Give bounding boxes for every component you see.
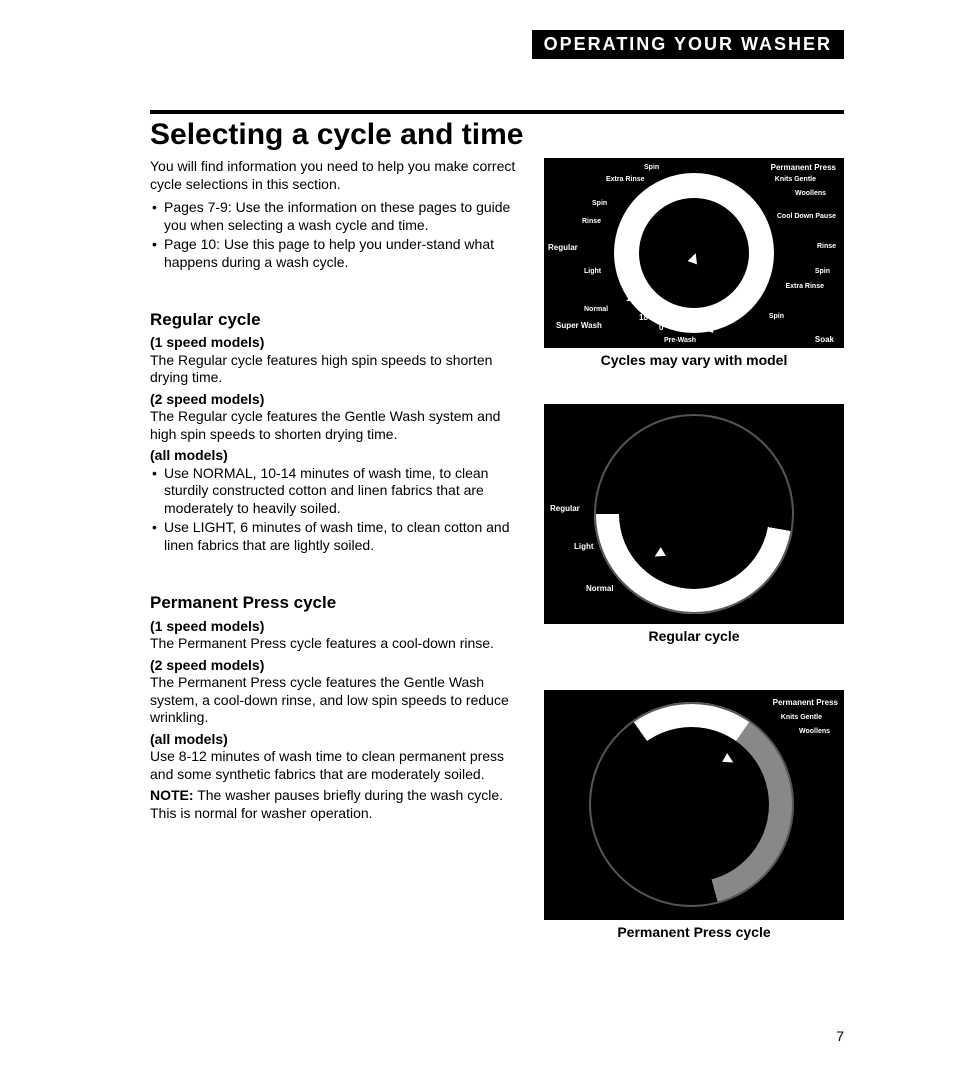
dial-label: Normal (584, 306, 608, 313)
left-column: You will find information you need to he… (150, 158, 520, 940)
dial-label: Spin (592, 200, 607, 207)
paragraph: The Permanent Press cycle features the G… (150, 674, 520, 727)
dial-label: Light (574, 542, 594, 551)
dial-label: Spin (769, 313, 784, 320)
dial-number: 4 (709, 326, 713, 335)
section-header: OPERATING YOUR WASHER (532, 30, 844, 59)
dial-label: Normal (586, 584, 614, 593)
dial-number: 0 (659, 323, 663, 332)
dial-label: Rinse (817, 243, 836, 250)
dial-number: 4 (740, 196, 744, 205)
dial-label: Light (584, 268, 601, 275)
two-column-layout: You will find information you need to he… (150, 158, 844, 940)
figure-caption: Regular cycle (544, 628, 844, 644)
intro-bullets: Pages 7-9: Use the information on these … (150, 199, 520, 271)
horizontal-rule (150, 110, 844, 114)
dial-number: 10 (622, 280, 631, 289)
regular-bullets: Use NORMAL, 10-14 minutes of wash time, … (150, 465, 520, 555)
paragraph: The Permanent Press cycle features a coo… (150, 635, 520, 653)
dial-outline (589, 702, 794, 907)
dial-number: 14 (626, 294, 635, 303)
dial-number: 6 (730, 188, 734, 197)
dial-label: Spin (644, 164, 659, 171)
dial-number: 8 (719, 182, 723, 191)
bullet-item: Pages 7-9: Use the information on these … (150, 199, 520, 234)
dial-label: Super Wash (556, 321, 602, 330)
dial-label: Regular (548, 243, 578, 252)
subheading: (2 speed models) (150, 391, 520, 409)
dial-label: Regular (550, 504, 580, 513)
regular-cycle-heading: Regular cycle (150, 309, 520, 330)
dial-figure-full: Permanent Press Knits Gentle Woollens Co… (544, 158, 844, 348)
dial-figure-permpress: Permanent Press Knits Gentle Woollens (544, 690, 844, 920)
dial-label: Pre-Wash (664, 337, 696, 344)
dial-label: Woollens (795, 190, 826, 197)
dial-label: Permanent Press (771, 163, 836, 172)
subheading: (1 speed models) (150, 618, 520, 636)
note-label: NOTE: (150, 787, 194, 803)
dial-label: Rinse (582, 218, 601, 225)
dial-label: Spin (815, 268, 830, 275)
dial-figure-regular: Regular Light Normal (544, 404, 844, 624)
dial-label: Soak (815, 335, 834, 344)
dial-label: Permanent Press (773, 698, 838, 707)
subheading: (all models) (150, 731, 520, 749)
dial-label: Extra Rinse (785, 283, 824, 290)
subheading: (2 speed models) (150, 657, 520, 675)
subheading: (all models) (150, 447, 520, 465)
paragraph: The Regular cycle features high spin spe… (150, 352, 520, 387)
paragraph: The Regular cycle features the Gentle Wa… (150, 408, 520, 443)
dial-number: 6 (622, 266, 626, 275)
dial-label: Knits Gentle (775, 176, 816, 183)
page-title: Selecting a cycle and time (150, 118, 844, 152)
bullet-item: Use NORMAL, 10-14 minutes of wash time, … (150, 465, 520, 518)
dial-number: 12 (704, 176, 713, 185)
figure-caption: Permanent Press cycle (544, 924, 844, 940)
figure-caption: Cycles may vary with model (544, 352, 844, 368)
note-paragraph: NOTE: The washer pauses briefly during t… (150, 787, 520, 822)
dial-label: Knits Gentle (781, 714, 822, 721)
subheading: (1 speed models) (150, 334, 520, 352)
right-column: Permanent Press Knits Gentle Woollens Co… (544, 158, 844, 940)
dial-number: 0 (692, 174, 696, 183)
perm-press-heading: Permanent Press cycle (150, 592, 520, 613)
bullet-item: Page 10: Use this page to help you under… (150, 236, 520, 271)
dial-number: 18 (639, 313, 648, 322)
page-number: 7 (836, 1028, 844, 1044)
dial-label: Cool Down Pause (777, 213, 836, 220)
intro-paragraph: You will find information you need to he… (150, 158, 520, 193)
dial-outline (594, 414, 794, 614)
bullet-item: Use LIGHT, 6 minutes of wash time, to cl… (150, 519, 520, 554)
dial-label: Extra Rinse (606, 176, 645, 183)
note-text: The washer pauses briefly during the was… (150, 787, 503, 821)
paragraph: Use 8-12 minutes of wash time to clean p… (150, 748, 520, 783)
dial-label: Woollens (799, 728, 830, 735)
